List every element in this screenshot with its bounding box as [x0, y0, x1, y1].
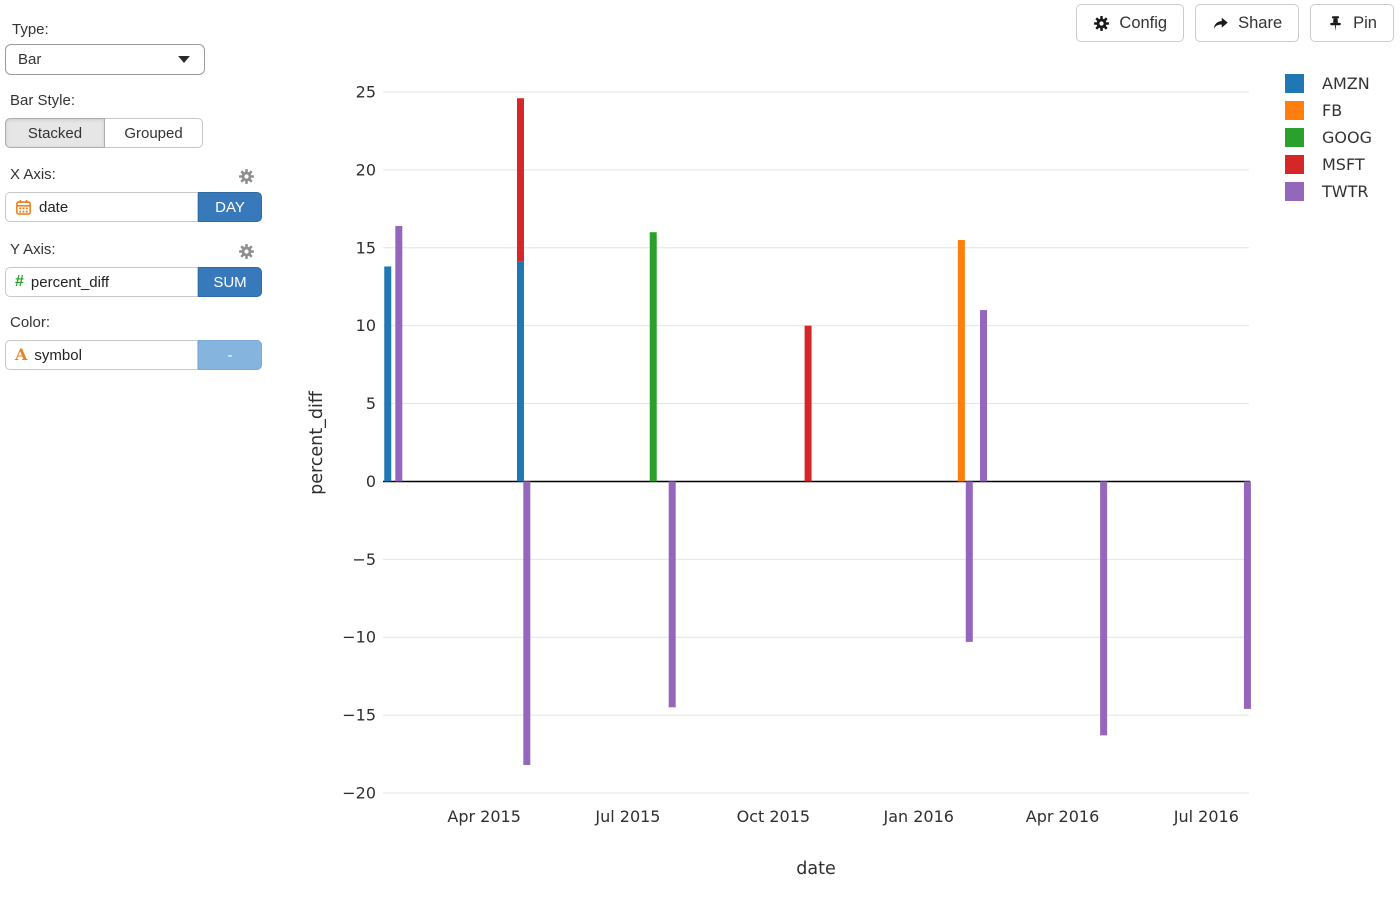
config-button-label: Config	[1119, 13, 1168, 32]
color-field-name: symbol	[34, 346, 82, 364]
controls-sidebar: Type: Bar Bar Style: Stacked Grouped X A…	[0, 0, 280, 897]
y-axis-field-pill[interactable]: # percent_diff	[5, 267, 198, 297]
legend-item-goog[interactable]: GOOG	[1285, 128, 1372, 147]
x-axis-field-name: date	[39, 198, 69, 216]
y-axis-label: Y Axis:	[10, 241, 56, 258]
bar-segment-msft[interactable]	[516, 98, 524, 262]
text-icon: A	[15, 345, 28, 364]
type-label: Type:	[12, 21, 49, 38]
legend-item-fb[interactable]: FB	[1285, 101, 1372, 120]
bar-segment-goog[interactable]	[649, 232, 657, 482]
y-axis-field-name: percent_diff	[30, 273, 110, 291]
bar-style-toggle: Stacked Grouped	[5, 118, 203, 148]
pin-button[interactable]: Pin	[1310, 4, 1394, 42]
pin-icon	[1327, 15, 1344, 32]
x-axis-field-pill[interactable]: date	[5, 192, 198, 222]
color-label: Color:	[10, 314, 51, 331]
y-tick-label: 25	[356, 83, 376, 102]
legend-swatch	[1285, 74, 1304, 93]
legend-swatch	[1285, 101, 1304, 120]
legend-label: AMZN	[1322, 74, 1370, 93]
number-icon: #	[15, 273, 24, 290]
x-tick-label: Jul 2016	[1173, 807, 1239, 826]
gear-icon	[1093, 15, 1110, 32]
x-axis-field-row: date DAY	[5, 192, 262, 222]
legend-item-amzn[interactable]: AMZN	[1285, 74, 1372, 93]
y-tick-label: 15	[356, 238, 376, 257]
share-button[interactable]: Share	[1195, 4, 1300, 42]
x-tick-label: Apr 2016	[1026, 807, 1099, 826]
y-axis-agg-button[interactable]: SUM	[198, 267, 262, 297]
bar-segment-amzn[interactable]	[384, 266, 392, 482]
y-tick-label: −10	[342, 628, 376, 647]
x-axis-agg-button[interactable]: DAY	[198, 192, 262, 222]
bar-segment-twtr[interactable]	[668, 481, 676, 708]
y-tick-label: −20	[342, 784, 376, 803]
bar-segment-twtr[interactable]	[1243, 481, 1251, 709]
legend-swatch	[1285, 182, 1304, 201]
y-tick-label: 5	[366, 394, 376, 413]
bar-segment-twtr[interactable]	[395, 225, 403, 482]
bar-segment-twtr[interactable]	[980, 310, 988, 482]
legend-label: MSFT	[1322, 155, 1365, 174]
chevron-down-icon	[178, 56, 190, 63]
x-axis-gear-icon[interactable]	[238, 168, 255, 185]
y-axis-field-row: # percent_diff SUM	[5, 267, 262, 297]
y-axis-gear-icon[interactable]	[238, 243, 255, 260]
bar-segment-msft[interactable]	[804, 325, 812, 482]
color-field-pill[interactable]: A symbol	[5, 340, 198, 370]
share-button-label: Share	[1238, 13, 1283, 32]
bar-segment-twtr[interactable]	[1100, 481, 1108, 736]
x-tick-label: Apr 2015	[447, 807, 520, 826]
legend-item-twtr[interactable]: TWTR	[1285, 182, 1372, 201]
bar-segment-fb[interactable]	[957, 239, 965, 482]
chart-type-value: Bar	[18, 51, 42, 68]
y-tick-label: −5	[352, 550, 376, 569]
x-tick-label: Jul 2015	[594, 807, 660, 826]
legend-swatch	[1285, 128, 1304, 147]
x-tick-label: Jan 2016	[882, 807, 953, 826]
x-tick-label: Oct 2015	[737, 807, 810, 826]
config-button[interactable]: Config	[1076, 4, 1185, 42]
y-tick-label: 10	[356, 316, 376, 335]
bar-style-grouped-button[interactable]: Grouped	[105, 118, 203, 148]
legend-label: FB	[1322, 101, 1343, 120]
color-field-row: A symbol -	[5, 340, 262, 370]
legend-item-msft[interactable]: MSFT	[1285, 155, 1372, 174]
chart-type-select[interactable]: Bar	[5, 44, 205, 75]
y-tick-label: 20	[356, 160, 376, 179]
legend-label: TWTR	[1322, 182, 1369, 201]
y-axis-title: percent_diff	[307, 390, 327, 495]
y-tick-label: −15	[342, 706, 376, 725]
x-axis-label: X Axis:	[10, 166, 56, 183]
legend-label: GOOG	[1322, 128, 1372, 147]
legend-swatch	[1285, 155, 1304, 174]
y-tick-label: 0	[366, 472, 376, 491]
x-axis-title: date	[796, 859, 835, 879]
bar-segment-amzn[interactable]	[516, 261, 524, 482]
pin-button-label: Pin	[1353, 13, 1377, 32]
share-arrow-icon	[1212, 15, 1229, 32]
top-toolbar: Config Share Pin	[1076, 4, 1394, 42]
chart-legend: AMZN FB GOOG MSFT TWTR	[1285, 74, 1372, 201]
bar-segment-twtr[interactable]	[523, 481, 531, 765]
bar-style-label: Bar Style:	[10, 92, 76, 109]
color-agg-button[interactable]: -	[198, 340, 262, 370]
bar-style-stacked-button[interactable]: Stacked	[5, 118, 105, 148]
calendar-icon	[15, 199, 32, 216]
bar-segment-twtr[interactable]	[965, 481, 973, 642]
